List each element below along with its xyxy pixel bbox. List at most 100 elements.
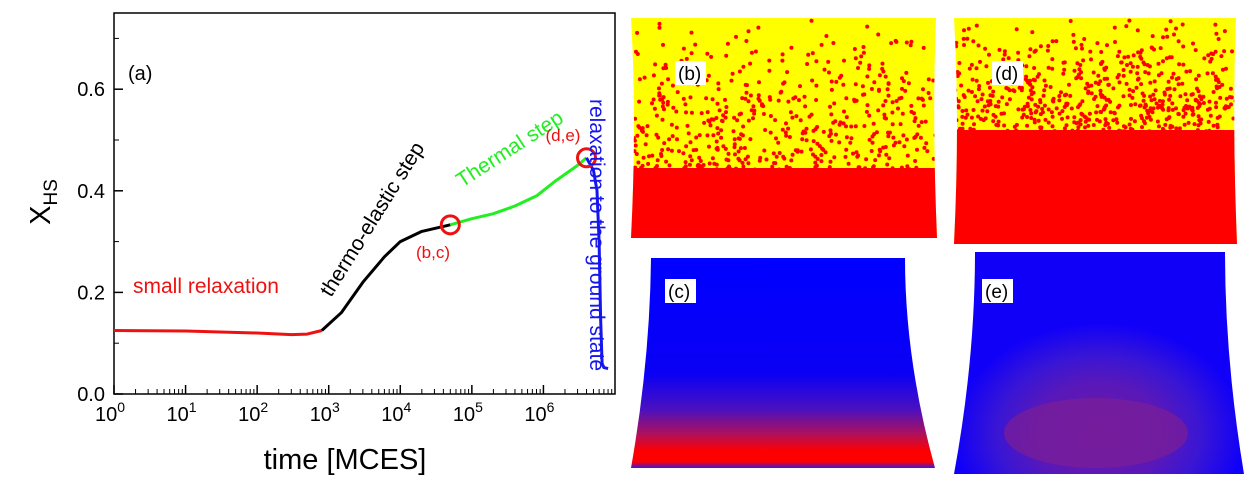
snapshot-dot [1160,99,1165,104]
snapshot-dot [925,149,930,154]
snapshot-dot [1022,104,1027,109]
snapshot-dot [926,91,931,95]
snapshot-dot [1064,101,1069,106]
snapshot-dot [706,118,711,123]
snapshot-dot [697,133,702,138]
snapshot-dot [1026,95,1031,100]
snapshot-dot [1085,81,1090,86]
snapshot-dot [833,119,838,124]
snapshot-dot [849,136,854,141]
snapshot-dot [1136,50,1141,55]
snapshot-dot [786,99,791,104]
snapshot-dot [752,111,757,116]
panel-a-chart: 100 101 102 103 104 105 106 0.0 0.2 0.4 0.6 (a) t… [25,12,616,476]
snapshot-dot [834,132,838,137]
snapshot-dot [1148,94,1153,99]
snapshot-dot [1147,64,1152,69]
snapshot-dot [882,115,887,120]
snapshot-dot [886,93,891,98]
snapshot-dot [1129,103,1133,107]
snapshot-dot [980,108,985,113]
snapshot-dot [844,115,849,120]
snapshot-dot [1121,94,1126,99]
snapshot-dot [1202,131,1206,136]
snapshot-dot [880,66,885,71]
snapshot-dot [1050,57,1055,62]
snapshot-dot [1141,98,1146,103]
snapshot-dot [1184,69,1189,74]
snapshot-dot [1216,37,1221,41]
snapshot-dot [741,164,746,169]
snapshot-dot [1076,125,1081,130]
snapshot-dot [1046,65,1051,70]
snapshot-dot [1161,35,1165,40]
snapshot-dot [1165,34,1170,39]
snapshot-dot [725,166,730,171]
snapshot-dot [1117,80,1122,85]
panel-e-snapshot: (e) [954,252,1244,474]
snapshot-dot [719,128,724,133]
snapshot-dot [1174,126,1179,131]
snapshot-dot [1182,122,1187,127]
snapshot-dot [1095,104,1100,109]
snapshot-dot [749,108,754,113]
snapshot-dot [740,160,745,165]
snapshot-dot [1081,58,1086,63]
snapshot-dot [743,82,748,87]
snapshot-dot [674,109,679,114]
snapshot-dot [1075,75,1080,80]
snapshot-dot [726,158,731,163]
snapshot-dot [1077,67,1082,72]
snapshot-dot [1020,107,1025,112]
snapshot-dot [1154,101,1159,106]
snapshot-dot [657,93,662,98]
snapshot-dot [1148,80,1153,85]
snapshot-dot [715,126,720,131]
snapshot-dot [708,123,713,128]
snapshot-dot [662,107,666,112]
snapshot-dot [1194,77,1199,82]
snapshot-dot [667,137,672,142]
snapshot-dot [805,169,809,174]
snapshot-dot [1170,101,1175,106]
snapshot-dot [740,167,745,172]
snapshot-dot [1213,22,1218,27]
snapshot-dot [854,150,859,155]
snapshot-dot [1230,49,1234,54]
panel-e-label: (e) [985,282,1008,303]
snapshot-dot [1030,30,1035,35]
snapshot-dot [967,66,972,71]
snapshot-dot [715,101,720,106]
snapshot-dot [996,123,1001,128]
snapshot-dot [1049,110,1054,115]
snapshot-dot [1096,73,1101,78]
snapshot-dot [696,166,701,171]
snapshot-dot [864,109,869,114]
snapshot-dot [639,165,644,170]
snapshot-dot [1162,90,1167,95]
snapshot-dot [1183,92,1188,97]
snapshot-dot [814,83,819,88]
snapshot-dot [748,93,753,98]
snapshot-dot [1233,116,1237,121]
snapshot-dot [976,87,981,92]
snapshot-dot [977,84,982,88]
snapshot-dot [1152,97,1157,102]
snapshot-dot [1020,115,1025,120]
snapshot-dot [748,137,753,142]
snapshot-dot [694,147,699,152]
snapshot-dot [1181,62,1186,67]
snapshot-dot [1069,106,1074,111]
snapshot-dot [1047,131,1052,136]
snapshot-dot [660,117,665,122]
panel-d-label-box [992,61,1023,85]
snapshot-dot [1197,118,1202,123]
snapshot-dot [1089,83,1094,88]
snapshot-dot [1033,110,1038,115]
snapshot-dot [663,168,668,173]
snapshot-dot [962,28,966,33]
snapshot-dot [788,110,793,115]
snapshot-dot [1142,105,1147,110]
snapshot-dot [1093,80,1098,85]
snapshot-dot [1099,110,1103,115]
